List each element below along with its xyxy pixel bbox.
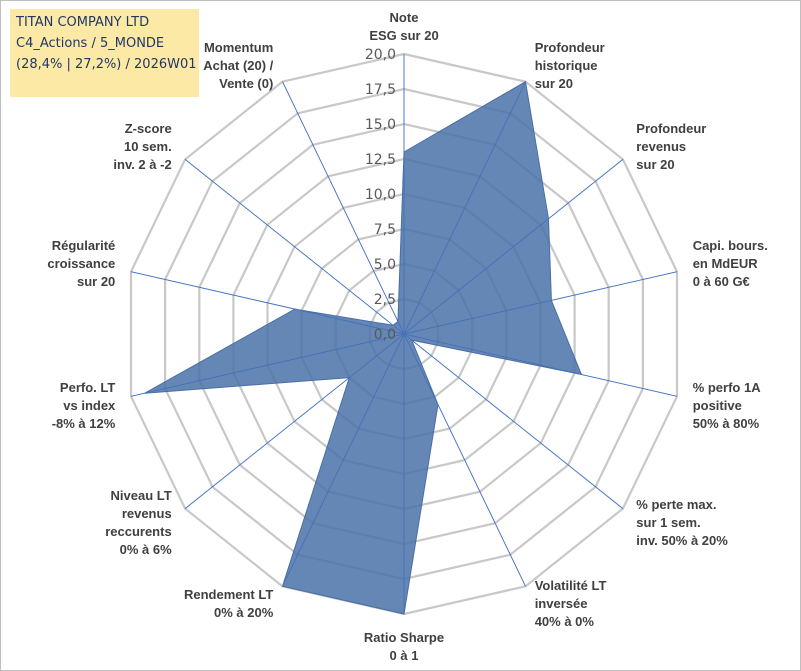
axis-label: Achat (20) / bbox=[203, 58, 273, 73]
company-name: TITAN COMPANY LTD bbox=[16, 15, 150, 30]
axis-label: % perfo 1A bbox=[693, 380, 762, 395]
axis-label: 10 sem. bbox=[124, 139, 172, 154]
axis-label: sur 20 bbox=[77, 274, 115, 289]
axis-label: Perfo. LT bbox=[60, 380, 115, 395]
axis-label: Ratio Sharpe bbox=[364, 630, 444, 645]
axis-labels: Note ESG sur 20 Profondeur historique sur 20… bbox=[47, 10, 767, 663]
axis-label: inv. 50% à 20% bbox=[636, 533, 728, 548]
axis-label: 50% à 80% bbox=[693, 416, 760, 431]
axis-label: ESG sur 20 bbox=[369, 28, 438, 43]
axis-label: Profondeur bbox=[535, 40, 605, 55]
axis-label: vs index bbox=[63, 398, 116, 413]
axis-spoke-overlay bbox=[403, 333, 526, 587]
tick-label: 2,5 bbox=[374, 292, 396, 308]
axis-label: Rendement LT bbox=[184, 587, 273, 602]
axis-label: sur 1 sem. bbox=[636, 515, 700, 530]
axis-label: Régularité bbox=[52, 238, 116, 253]
axis-label: Vente (0) bbox=[219, 76, 273, 91]
axis-spoke-overlay bbox=[403, 271, 678, 335]
axis-spoke-overlay bbox=[403, 81, 526, 335]
tick-label: 10,0 bbox=[365, 187, 396, 203]
axis-spoke-overlay bbox=[403, 333, 678, 397]
axis-label: inversée bbox=[535, 596, 588, 611]
tick-label: 20,0 bbox=[365, 47, 396, 63]
axis-label: reccurents bbox=[105, 524, 171, 539]
axis-spoke-overlay bbox=[282, 81, 405, 335]
axis-label: croissance bbox=[47, 256, 115, 271]
axis-label: Capi. bours. bbox=[693, 238, 768, 253]
axis-label: 0 à 60 G€ bbox=[693, 274, 750, 289]
axis-spoke-overlay bbox=[184, 159, 405, 335]
tick-labels: 0,0 2,5 5,0 7,5 10,0 12,5 15,0 17,5 20,0 bbox=[365, 47, 396, 343]
axis-label: sur 20 bbox=[535, 76, 573, 91]
axis-label: Note bbox=[390, 10, 419, 25]
axis-label: sur 20 bbox=[636, 157, 674, 172]
axis-spoke-overlay bbox=[130, 333, 405, 397]
axis-label: -8% à 12% bbox=[52, 416, 116, 431]
portfolio-category: C4_Actions / 5_MONDE bbox=[16, 36, 165, 51]
axis-spoke-overlay bbox=[184, 333, 405, 509]
chart-title-box: TITAN COMPANY LTD C4_Actions / 5_MONDE (… bbox=[10, 9, 199, 97]
tick-label: 12,5 bbox=[365, 152, 396, 168]
axis-spoke-overlay bbox=[282, 333, 405, 587]
axis-spoke-overlay bbox=[403, 159, 624, 335]
axis-label: 0% à 20% bbox=[214, 605, 274, 620]
axis-label: historique bbox=[535, 58, 598, 73]
tick-label: 7,5 bbox=[374, 222, 396, 238]
series-layer bbox=[130, 54, 678, 615]
axis-label: 0% à 6% bbox=[120, 542, 172, 557]
axis-label: Momentum bbox=[204, 40, 273, 55]
tick-label: 0,0 bbox=[374, 327, 396, 343]
axis-label: % perte max. bbox=[636, 497, 716, 512]
tick-label: 17,5 bbox=[365, 82, 396, 98]
axis-label: 0 à 1 bbox=[390, 648, 419, 663]
axis-spoke-overlay bbox=[403, 333, 624, 509]
tick-label: 5,0 bbox=[374, 257, 396, 273]
axis-label: en MdEUR bbox=[693, 256, 759, 271]
performance-period: (28,4% | 27,2%) / 2026W01 bbox=[16, 57, 197, 72]
axis-label: positive bbox=[693, 398, 742, 413]
axis-label: Niveau LT bbox=[111, 488, 172, 503]
tick-label: 15,0 bbox=[365, 117, 396, 133]
axis-label: Profondeur bbox=[636, 121, 706, 136]
series-area bbox=[144, 80, 583, 615]
axis-label: 40% à 0% bbox=[535, 614, 595, 629]
axis-label: inv. 2 à -2 bbox=[113, 157, 171, 172]
axis-label: Z-score bbox=[125, 121, 172, 136]
axis-label: Volatilité LT bbox=[535, 578, 607, 593]
axis-label: revenus bbox=[636, 139, 686, 154]
axis-spoke-overlay bbox=[130, 271, 405, 335]
axis-label: revenus bbox=[122, 506, 172, 521]
